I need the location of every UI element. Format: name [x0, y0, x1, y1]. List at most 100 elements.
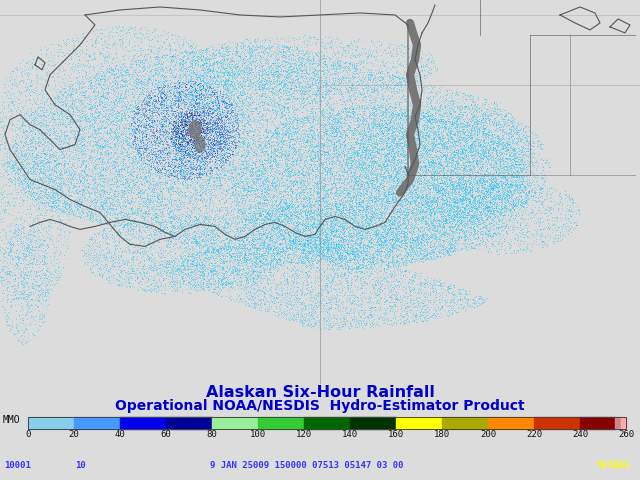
Point [15, 151, 26, 158]
Point [396, 236, 406, 243]
Point [132, 163, 143, 171]
Point [311, 238, 321, 245]
Point [405, 124, 415, 132]
Point [212, 120, 222, 128]
Point [191, 219, 202, 227]
Point [184, 153, 195, 161]
Point [280, 79, 291, 87]
Point [65, 123, 76, 131]
Point [199, 112, 209, 120]
Point [456, 245, 467, 253]
Point [299, 245, 309, 252]
Point [188, 52, 198, 60]
Point [307, 78, 317, 85]
Point [103, 74, 113, 82]
Point [142, 152, 152, 159]
Point [398, 116, 408, 123]
Point [55, 171, 65, 179]
Point [248, 224, 259, 232]
Point [106, 66, 116, 73]
Point [412, 177, 422, 184]
Point [235, 152, 245, 160]
Point [331, 111, 341, 119]
Point [460, 214, 470, 222]
Point [180, 191, 190, 199]
Point [191, 210, 201, 217]
Point [141, 67, 152, 75]
Point [286, 82, 296, 90]
Point [498, 178, 508, 185]
Point [188, 112, 198, 120]
Point [163, 204, 173, 211]
Point [404, 99, 415, 107]
Point [178, 96, 188, 104]
Point [223, 101, 233, 108]
Point [202, 74, 212, 82]
Point [226, 110, 236, 118]
Point [394, 163, 404, 171]
Point [192, 280, 202, 288]
Point [525, 181, 536, 189]
Point [321, 229, 331, 237]
Point [39, 165, 49, 172]
Point [237, 59, 248, 67]
Point [297, 289, 307, 297]
Point [352, 123, 362, 131]
Point [177, 97, 188, 105]
Point [212, 248, 223, 256]
Point [550, 186, 561, 194]
Point [376, 247, 387, 254]
Point [356, 288, 367, 296]
Point [467, 112, 477, 120]
Point [388, 305, 398, 313]
Point [344, 88, 355, 96]
Point [404, 267, 414, 275]
Point [243, 165, 253, 173]
Point [390, 72, 400, 80]
Point [328, 228, 338, 235]
Point [8, 140, 19, 148]
Point [229, 104, 239, 111]
Point [200, 148, 211, 156]
Point [349, 255, 360, 263]
Point [281, 52, 291, 60]
Point [424, 178, 434, 186]
Point [505, 144, 515, 151]
Point [447, 234, 458, 242]
Point [361, 255, 371, 263]
Point [110, 241, 120, 249]
Point [166, 52, 177, 60]
Point [138, 160, 148, 168]
Point [310, 94, 320, 102]
Point [376, 260, 386, 268]
Point [385, 117, 396, 125]
Point [205, 68, 215, 75]
Point [20, 96, 31, 104]
Point [131, 79, 141, 87]
Point [42, 166, 52, 174]
Point [332, 241, 342, 249]
Point [361, 232, 371, 240]
Point [70, 144, 81, 152]
Point [65, 118, 76, 125]
Point [218, 160, 228, 168]
Point [346, 175, 356, 182]
Point [203, 231, 213, 239]
Point [431, 200, 442, 207]
Point [0, 228, 10, 236]
Point [151, 98, 161, 106]
Point [452, 185, 462, 192]
Point [353, 163, 363, 171]
Point [518, 161, 529, 169]
Point [307, 157, 317, 165]
Point [268, 206, 278, 214]
Point [451, 213, 461, 220]
Point [307, 104, 317, 112]
Point [231, 124, 241, 132]
Point [267, 297, 277, 305]
Point [2, 315, 12, 323]
Point [448, 214, 458, 222]
Point [433, 144, 444, 152]
Point [190, 111, 200, 119]
Point [426, 196, 436, 204]
